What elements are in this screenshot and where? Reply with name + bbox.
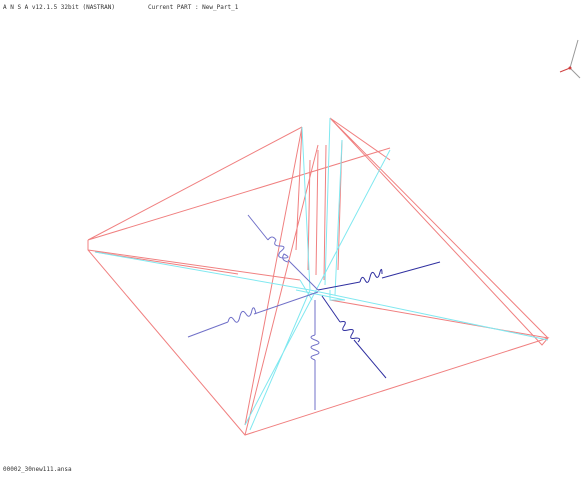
model-geometry — [87, 117, 550, 436]
app-info: A N S A v12.1.5 32bit (NASTRAN) — [3, 4, 115, 11]
current-part: Current PART : New_Part_1 — [148, 4, 239, 11]
filename: 00002_30new111.ansa — [3, 466, 72, 473]
axis-triad — [559, 39, 581, 79]
